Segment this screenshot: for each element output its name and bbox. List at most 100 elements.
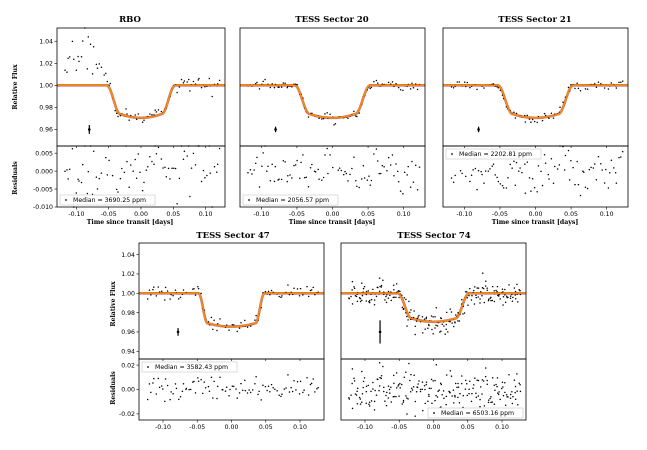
residual-point	[302, 391, 304, 394]
residual-point	[197, 377, 199, 379]
residual-point	[240, 382, 242, 385]
residual-point	[402, 193, 404, 195]
x-tick-label: 0.00	[427, 424, 441, 431]
residual-point	[405, 371, 407, 373]
residual-point	[572, 166, 574, 169]
residual-point	[267, 165, 269, 167]
residual-point	[491, 401, 494, 403]
residual-point	[439, 382, 442, 384]
model-curve-shadow	[240, 84, 425, 120]
data-point	[440, 330, 442, 333]
residual-point	[574, 183, 576, 186]
residual-point	[309, 383, 312, 386]
data-point	[470, 299, 473, 301]
data-point	[212, 328, 214, 331]
data-point	[310, 289, 313, 291]
data-point	[321, 118, 323, 120]
data-point	[176, 91, 178, 94]
data-point	[353, 110, 355, 113]
residual-point	[438, 389, 440, 391]
legend-label: Median = 2056.57 ppm	[256, 197, 329, 204]
residual-point	[514, 398, 517, 400]
data-point	[256, 81, 258, 84]
residual-point	[375, 394, 378, 396]
data-point	[359, 297, 362, 300]
residual-point	[218, 147, 221, 150]
residual-point	[353, 380, 356, 382]
residual-point	[317, 168, 319, 171]
data-point	[188, 78, 190, 81]
residual-point	[452, 389, 455, 391]
residual-point	[86, 192, 89, 195]
residual-point	[368, 405, 371, 407]
data-point	[78, 60, 80, 63]
data-point	[296, 288, 299, 290]
data-point	[148, 289, 151, 291]
residual-point	[281, 393, 283, 395]
data-point	[363, 285, 366, 288]
residual-point	[123, 171, 126, 174]
y-axis-label-residuals: Residuals	[12, 161, 19, 195]
data-point	[197, 287, 200, 290]
x-tick-label: 0.05	[361, 211, 375, 218]
residual-point	[419, 388, 422, 391]
data-point	[166, 290, 169, 292]
data-point	[475, 296, 478, 299]
residual-point	[509, 393, 512, 396]
data-point	[350, 295, 352, 298]
residual-point	[493, 403, 496, 405]
data-point	[128, 119, 130, 121]
residual-point	[457, 386, 460, 388]
residual-point	[401, 403, 403, 405]
residual-point	[307, 394, 310, 396]
residual-point	[251, 173, 253, 175]
data-point	[493, 300, 496, 303]
x-tick-label: 0.10	[495, 424, 509, 431]
residual-point	[507, 396, 509, 398]
data-point	[481, 272, 484, 274]
y-tick-label: 1.04	[121, 252, 135, 259]
data-point	[436, 325, 439, 327]
residual-point	[422, 409, 424, 412]
residual-point	[258, 186, 261, 188]
data-point	[445, 323, 448, 326]
residual-point	[155, 153, 158, 155]
residual-point	[471, 392, 473, 395]
data-point	[412, 87, 415, 89]
residual-point	[464, 379, 467, 382]
residual-point	[450, 177, 453, 179]
residual-point	[266, 170, 268, 172]
data-point	[467, 304, 469, 306]
residual-point	[419, 390, 422, 393]
data-point	[512, 296, 514, 299]
data-point	[618, 81, 620, 84]
residual-point	[280, 395, 282, 398]
data-point	[198, 77, 200, 80]
residual-point	[490, 401, 492, 404]
data-point	[428, 323, 430, 326]
residual-point	[477, 379, 480, 382]
x-tick-label: 0.00	[225, 424, 239, 431]
residual-point	[375, 148, 378, 150]
data-point	[164, 286, 167, 289]
data-point	[365, 300, 368, 302]
data-point	[368, 300, 370, 303]
data-point	[424, 328, 426, 330]
data-point	[68, 56, 71, 58]
residual-point	[261, 165, 263, 168]
x-tick-label: -0.05	[492, 211, 508, 218]
residual-point	[77, 178, 79, 181]
residual-point	[152, 382, 154, 384]
residual-point	[588, 168, 591, 171]
residual-point	[147, 165, 149, 168]
residual-point	[324, 154, 326, 156]
data-point	[511, 300, 514, 302]
residual-point	[434, 379, 436, 382]
data-point	[491, 285, 494, 288]
data-point	[312, 286, 314, 289]
residual-point	[203, 381, 206, 383]
residual-point	[389, 164, 392, 166]
data-point	[211, 95, 213, 98]
data-point	[397, 290, 400, 292]
residual-point	[183, 150, 186, 152]
